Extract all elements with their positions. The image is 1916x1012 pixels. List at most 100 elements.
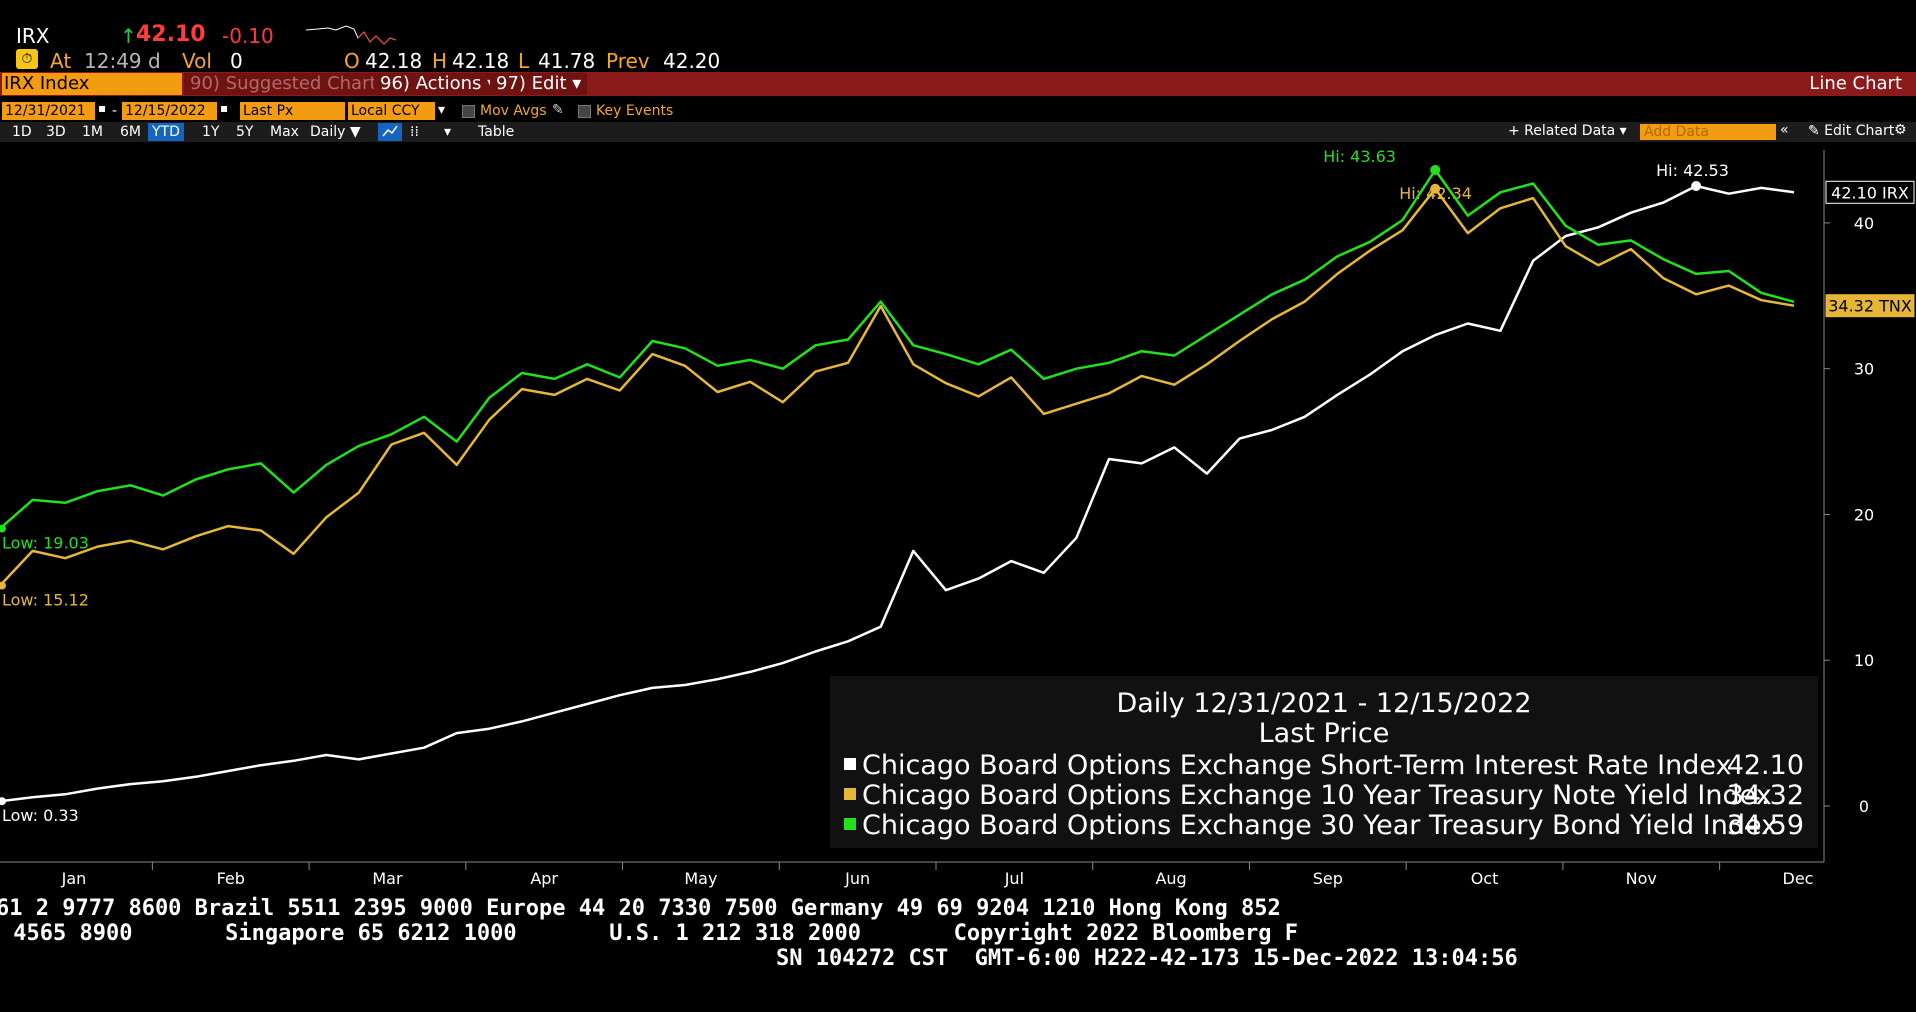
prev-value: 42.20 bbox=[663, 49, 721, 73]
start-date-field[interactable]: 12/31/2021 bbox=[2, 102, 95, 120]
calendar-icon[interactable]: ▪ bbox=[98, 101, 107, 115]
edit-menu[interactable]: 97) Edit ▾ bbox=[490, 73, 588, 95]
legend-value-tyx: 34.59 bbox=[1726, 810, 1804, 841]
chart-type-label: Line Chart bbox=[1809, 73, 1902, 94]
low-value: 41.78 bbox=[538, 49, 596, 73]
bar-chart-icon[interactable]: ⁞⁞ bbox=[410, 124, 419, 140]
chevron-down-icon[interactable]: ▾ bbox=[444, 124, 452, 140]
legend-series-name: Chicago Board Options Exchange 30 Year T… bbox=[862, 810, 1778, 841]
series-line-tyx[interactable] bbox=[0, 168, 1795, 530]
x-tick-label: Jun bbox=[844, 869, 870, 888]
calendar-icon[interactable]: ▪ bbox=[220, 101, 229, 115]
x-tick-label: Mar bbox=[372, 869, 403, 888]
low-marker-irx bbox=[0, 797, 6, 806]
low-label-tnx: Low: 15.12 bbox=[2, 591, 89, 610]
gear-icon[interactable]: ⚙ bbox=[1894, 122, 1907, 138]
low-label-irx: Low: 0.33 bbox=[2, 806, 79, 825]
range-bar: 1D 3D 1M 6M YTD 1Y 5Y Max Daily ▼ ⁞⁞ ▾ Table + R… bbox=[0, 122, 1916, 142]
last-value-tag-tnx bbox=[1825, 294, 1915, 318]
low-marker-tnx bbox=[0, 581, 6, 590]
legend-row-tyx: Chicago Board Options Exchange 30 Year T… bbox=[844, 810, 1777, 841]
range-button-ytd[interactable]: YTD bbox=[148, 123, 184, 141]
x-tick-label: Jan bbox=[61, 869, 87, 888]
x-tick-label: Oct bbox=[1471, 869, 1499, 888]
function-toolbar: IRX Index 90) Suggested Charts 96) Actio… bbox=[0, 72, 1916, 96]
actions-menu[interactable]: 96) Actions ▾ bbox=[374, 73, 503, 95]
legend-row-tnx: Chicago Board Options Exchange 10 Year T… bbox=[844, 780, 1772, 811]
at-value: 12:49 d bbox=[84, 49, 161, 73]
y-tick-label: 40 bbox=[1854, 214, 1874, 233]
hi-label-tyx: Hi: 43.63 bbox=[1323, 150, 1396, 166]
end-date-field[interactable]: 12/15/2022 bbox=[122, 102, 217, 120]
legend-row-irx: Chicago Board Options Exchange Short-Ter… bbox=[844, 750, 1732, 781]
y-tick-label: 20 bbox=[1854, 505, 1874, 524]
series-line-irx[interactable] bbox=[0, 184, 1795, 803]
open-value: 42.18 bbox=[365, 49, 423, 73]
range-button-1d[interactable]: 1D bbox=[12, 124, 32, 140]
prev-label: Prev bbox=[606, 49, 650, 73]
related-data-button[interactable]: + Related Data ▾ bbox=[1508, 123, 1627, 139]
line-chart-icon[interactable] bbox=[378, 123, 402, 141]
y-tick-label: 10 bbox=[1854, 651, 1874, 670]
legend-value-irx: 42.10 bbox=[1726, 750, 1804, 781]
quote-header: IRX ↑ 42.10 -0.10 ⏱ At 12:49 d Vol 0 O 4… bbox=[0, 0, 1916, 73]
chart-legend: Daily 12/31/2021 - 12/15/2022 Last Price… bbox=[830, 676, 1818, 848]
x-tick-label: Feb bbox=[217, 869, 245, 888]
legend-value-tnx: 34.32 bbox=[1726, 780, 1804, 811]
currency-selector[interactable]: Local CCY bbox=[348, 102, 435, 120]
key-events-checkbox[interactable] bbox=[578, 105, 591, 118]
security-field[interactable]: IRX Index bbox=[2, 73, 182, 95]
pencil-icon[interactable]: ✎ bbox=[552, 102, 564, 118]
range-button-daily[interactable]: Daily ▼ bbox=[310, 124, 361, 140]
clock-icon[interactable]: ⏱ bbox=[16, 49, 38, 69]
key-events-label: Key Events bbox=[596, 103, 674, 119]
series-line-tnx[interactable] bbox=[0, 187, 1795, 587]
low-label-tyx: Low: 19.03 bbox=[2, 534, 89, 553]
table-button[interactable]: Table bbox=[478, 124, 515, 140]
add-data-input[interactable]: Add Data bbox=[1640, 124, 1776, 140]
vol-value: 0 bbox=[230, 49, 243, 73]
mov-avgs-label: Mov Avgs bbox=[480, 103, 547, 119]
vol-label: Vol bbox=[182, 49, 212, 73]
x-tick-label: Jul bbox=[1004, 869, 1024, 888]
edit-chart-button[interactable]: ✎ Edit Chart bbox=[1808, 123, 1895, 139]
range-button-6m[interactable]: 6M bbox=[120, 124, 141, 140]
legend-series-name: Chicago Board Options Exchange Short-Ter… bbox=[862, 750, 1732, 781]
chevron-down-icon[interactable]: ▾ bbox=[438, 102, 446, 118]
high-value: 42.18 bbox=[452, 49, 510, 73]
up-arrow-icon: ↑ bbox=[120, 24, 137, 48]
suggested-charts-button[interactable]: 90) Suggested Charts bbox=[184, 73, 392, 95]
hi-label-irx: Hi: 42.53 bbox=[1656, 161, 1729, 180]
range-button-1m[interactable]: 1M bbox=[82, 124, 103, 140]
field-selector[interactable]: Last Px bbox=[240, 102, 345, 120]
x-tick-label: Dec bbox=[1783, 869, 1814, 888]
footer-line-2: 4565 8900 Singapore 65 6212 1000 U.S. 1 … bbox=[0, 921, 1299, 946]
hi-label-tnx: Hi: 42.34 bbox=[1399, 184, 1472, 203]
footer-line-1: 61 2 9777 8600 Brazil 5511 2395 9000 Eur… bbox=[0, 896, 1281, 921]
legend-swatch bbox=[844, 787, 856, 800]
low-label: L bbox=[518, 49, 530, 73]
date-dash: - bbox=[112, 103, 118, 119]
ticker-symbol[interactable]: IRX bbox=[16, 24, 50, 48]
x-tick-label: Sep bbox=[1313, 869, 1343, 888]
range-button-max[interactable]: Max bbox=[270, 124, 299, 140]
legend-subtitle: Last Price bbox=[1258, 718, 1390, 749]
range-button-5y[interactable]: 5Y bbox=[236, 124, 254, 140]
range-button-3d[interactable]: 3D bbox=[46, 124, 66, 140]
collapse-icon[interactable]: « bbox=[1780, 122, 1789, 138]
legend-swatch bbox=[844, 757, 856, 770]
last-value-label-tnx: 34.32 TNX bbox=[1828, 297, 1912, 316]
y-tick-label: 30 bbox=[1854, 360, 1874, 379]
price-change: -0.10 bbox=[222, 24, 274, 48]
line-chart[interactable]: 0 10 20 30 40 Jan Feb Mar Apr May Jun Jul Aug Sep Oct N… bbox=[0, 150, 1916, 892]
x-year-label: 2022 bbox=[890, 889, 931, 892]
y-tick-label: 0 bbox=[1859, 797, 1869, 816]
legend-series-name: Chicago Board Options Exchange 10 Year T… bbox=[862, 780, 1772, 811]
hi-marker-tyx bbox=[1430, 164, 1441, 175]
last-price: 42.10 bbox=[136, 22, 206, 47]
range-button-1y[interactable]: 1Y bbox=[202, 124, 220, 140]
x-tick-label: Aug bbox=[1155, 869, 1186, 888]
x-tick-label: May bbox=[684, 869, 717, 888]
x-tick-label: Nov bbox=[1626, 869, 1657, 888]
mov-avgs-checkbox[interactable] bbox=[462, 105, 475, 118]
